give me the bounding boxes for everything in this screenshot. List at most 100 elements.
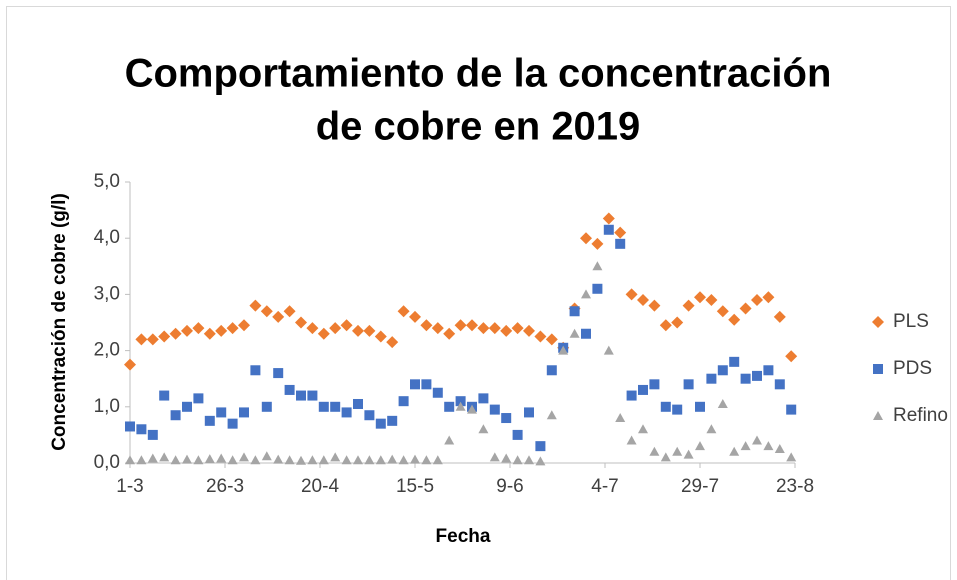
marker-triangle xyxy=(410,454,420,464)
marker-triangle xyxy=(273,454,284,464)
marker-square xyxy=(729,356,740,367)
marker-square xyxy=(660,401,671,412)
marker-square xyxy=(239,407,249,418)
x-tick-label: 26-3 xyxy=(206,476,244,497)
marker-triangle xyxy=(284,455,295,465)
marker-triangle xyxy=(501,453,512,463)
x-tick-label: 29-7 xyxy=(681,476,719,497)
marker-diamond xyxy=(751,294,763,307)
marker-diamond xyxy=(671,316,684,329)
marker-diamond xyxy=(374,330,387,343)
marker-triangle xyxy=(204,454,215,464)
marker-triangle xyxy=(159,452,170,462)
marker-diamond xyxy=(431,322,444,335)
marker-diamond xyxy=(545,333,558,346)
marker-diamond xyxy=(420,319,433,332)
marker-diamond xyxy=(397,305,410,318)
marker-triangle xyxy=(683,449,694,459)
marker-square xyxy=(752,370,762,381)
marker-triangle xyxy=(626,435,637,445)
marker-triangle xyxy=(261,451,272,461)
marker-triangle xyxy=(660,452,671,462)
marker-triangle xyxy=(581,289,591,299)
marker-triangle xyxy=(432,455,443,465)
marker-triangle xyxy=(147,453,158,463)
marker-diamond xyxy=(682,299,695,312)
marker-triangle xyxy=(341,455,352,465)
marker-triangle xyxy=(478,424,489,434)
legend-label: Refino xyxy=(893,405,948,426)
marker-diamond xyxy=(443,327,456,340)
marker-diamond xyxy=(872,316,884,328)
x-axis-label: Fecha xyxy=(436,526,491,547)
marker-diamond xyxy=(226,322,239,335)
marker-square xyxy=(763,365,774,376)
y-tick-label: 4,0 xyxy=(94,227,120,248)
marker-square xyxy=(398,396,409,407)
marker-square xyxy=(478,393,489,404)
marker-triangle xyxy=(546,410,557,420)
marker-diamond xyxy=(705,294,718,307)
marker-diamond xyxy=(659,319,672,332)
marker-diamond xyxy=(488,322,501,335)
marker-diamond xyxy=(215,324,228,337)
marker-triangle xyxy=(170,455,181,465)
marker-triangle xyxy=(615,413,626,423)
marker-square xyxy=(695,401,705,412)
marker-triangle xyxy=(638,424,648,434)
marker-square xyxy=(706,373,717,384)
x-tick-label: 1-3 xyxy=(116,476,143,497)
marker-diamond xyxy=(625,288,638,301)
marker-diamond xyxy=(477,322,490,335)
marker-square xyxy=(193,393,204,404)
marker-diamond xyxy=(773,310,786,323)
marker-square xyxy=(307,390,318,401)
marker-square xyxy=(387,415,398,426)
x-tick-label: 9-6 xyxy=(496,476,523,497)
marker-square xyxy=(535,441,546,452)
marker-diamond xyxy=(409,310,421,323)
marker-square xyxy=(873,364,883,374)
marker-diamond xyxy=(158,330,171,343)
marker-triangle xyxy=(603,345,614,355)
y-tick-label: 1,0 xyxy=(94,396,120,417)
marker-triangle xyxy=(489,452,500,462)
marker-diamond xyxy=(785,350,798,363)
x-tick-label: 20-4 xyxy=(301,476,339,497)
marker-square xyxy=(227,418,238,429)
marker-square xyxy=(489,404,500,415)
marker-diamond xyxy=(591,237,604,250)
x-tick-label: 4-7 xyxy=(591,476,618,497)
marker-triangle xyxy=(364,455,375,465)
marker-diamond xyxy=(340,319,353,332)
legend-label: PDS xyxy=(893,358,932,379)
marker-triangle xyxy=(649,446,660,456)
marker-triangle xyxy=(717,398,728,408)
marker-square xyxy=(546,365,557,376)
marker-triangle xyxy=(125,455,135,465)
marker-triangle xyxy=(535,456,546,466)
y-tick-label: 0,0 xyxy=(94,452,120,473)
marker-diamond xyxy=(728,313,741,326)
marker-square xyxy=(740,373,751,384)
marker-square xyxy=(444,401,455,412)
marker-square xyxy=(672,404,683,415)
marker-diamond xyxy=(249,299,262,312)
marker-diamond xyxy=(181,324,193,337)
marker-diamond xyxy=(637,294,649,307)
marker-triangle xyxy=(706,424,717,434)
marker-square xyxy=(341,407,352,418)
marker-diamond xyxy=(466,319,478,332)
marker-diamond xyxy=(580,232,592,245)
marker-diamond xyxy=(363,324,376,337)
x-tick-label: 23-8 xyxy=(776,476,814,497)
marker-square xyxy=(250,365,261,376)
marker-triangle xyxy=(512,455,523,465)
marker-square xyxy=(626,390,637,401)
marker-square xyxy=(216,407,227,418)
marker-diamond xyxy=(238,319,250,332)
legend-label: PLS xyxy=(893,311,929,332)
marker-triangle xyxy=(318,455,329,465)
marker-diamond xyxy=(260,305,273,318)
